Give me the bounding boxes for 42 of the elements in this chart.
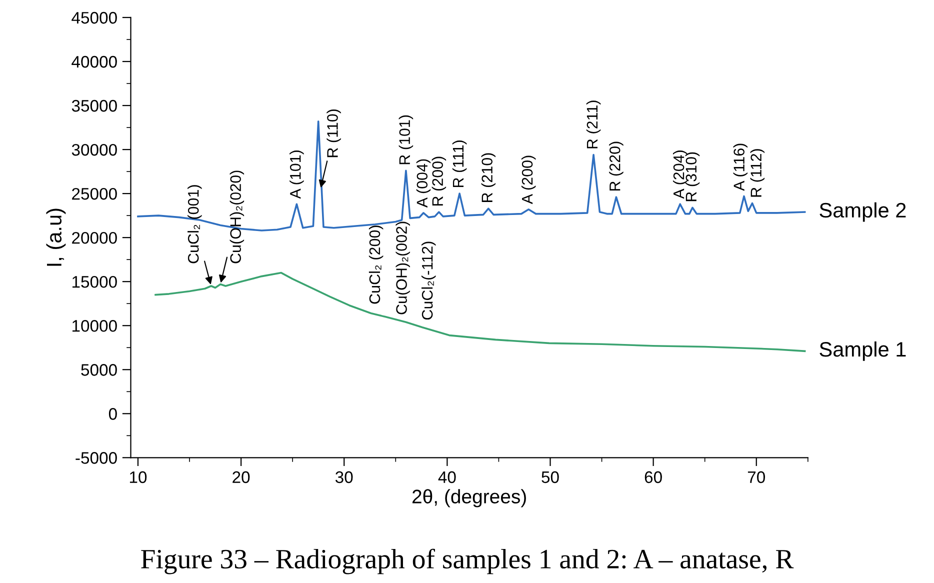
annotation: A (204) [672, 150, 688, 199]
annotation: A (004) [416, 159, 431, 208]
x-tick-label: 20 [232, 471, 250, 484]
x-tick-label: 50 [542, 471, 559, 484]
x-axis-title: 2θ, (degrees) [412, 489, 526, 508]
annotation: CuCl₂ (200) [368, 226, 384, 304]
y-tick-label: 45000 [72, 12, 117, 24]
annotation: R (101) [398, 115, 414, 164]
y-tick-label: 40000 [72, 56, 117, 68]
annotation: R (310) [685, 152, 700, 202]
annotation: R (200) [432, 156, 446, 206]
y-tick-label: 25000 [72, 188, 117, 200]
x-tick-label: 40 [438, 471, 456, 484]
caption: Figure 33 – Radiograph of samples 1 and 2: A – anatase, R [141, 548, 794, 574]
x-tick-label: 60 [644, 471, 662, 484]
annotation: Cu(OH)₂(020) [230, 170, 244, 264]
x-tick-label: 30 [335, 471, 353, 484]
series-label: Sample 2 [820, 202, 906, 222]
y-axis-title: I, (a.u) [46, 208, 66, 266]
annotation: R (112) [750, 149, 765, 197]
annotation: R (210) [481, 153, 496, 202]
x-tick-label: 10 [130, 471, 147, 484]
annotation: R (211) [586, 100, 601, 148]
annotation: A (116) [733, 144, 748, 191]
y-tick-label: 35000 [72, 100, 117, 112]
annotation: R (111) [452, 140, 467, 188]
annotation: A (200) [521, 156, 536, 204]
y-tick-label: 10000 [72, 320, 117, 332]
series-label: Sample 1 [820, 341, 906, 361]
y-tick-label: 15000 [72, 276, 117, 288]
annotation: A (101) [290, 150, 304, 199]
y-tick-label: 5000 [81, 364, 117, 376]
y-tick-label: 0 [108, 408, 117, 420]
annotation: Cu(OH)₂(002) [396, 222, 410, 314]
y-tick-label: 20000 [72, 232, 117, 244]
y-tick-label: 30000 [72, 144, 117, 156]
annotation: R (110) [326, 109, 341, 158]
annotation: CuCl₂(-112) [422, 242, 436, 320]
annotation: R (220) [609, 142, 624, 191]
y-tick-label: -5000 [76, 452, 117, 464]
x-tick-label: 70 [748, 471, 765, 484]
annotation: CuCl₂ (001) [188, 185, 202, 264]
